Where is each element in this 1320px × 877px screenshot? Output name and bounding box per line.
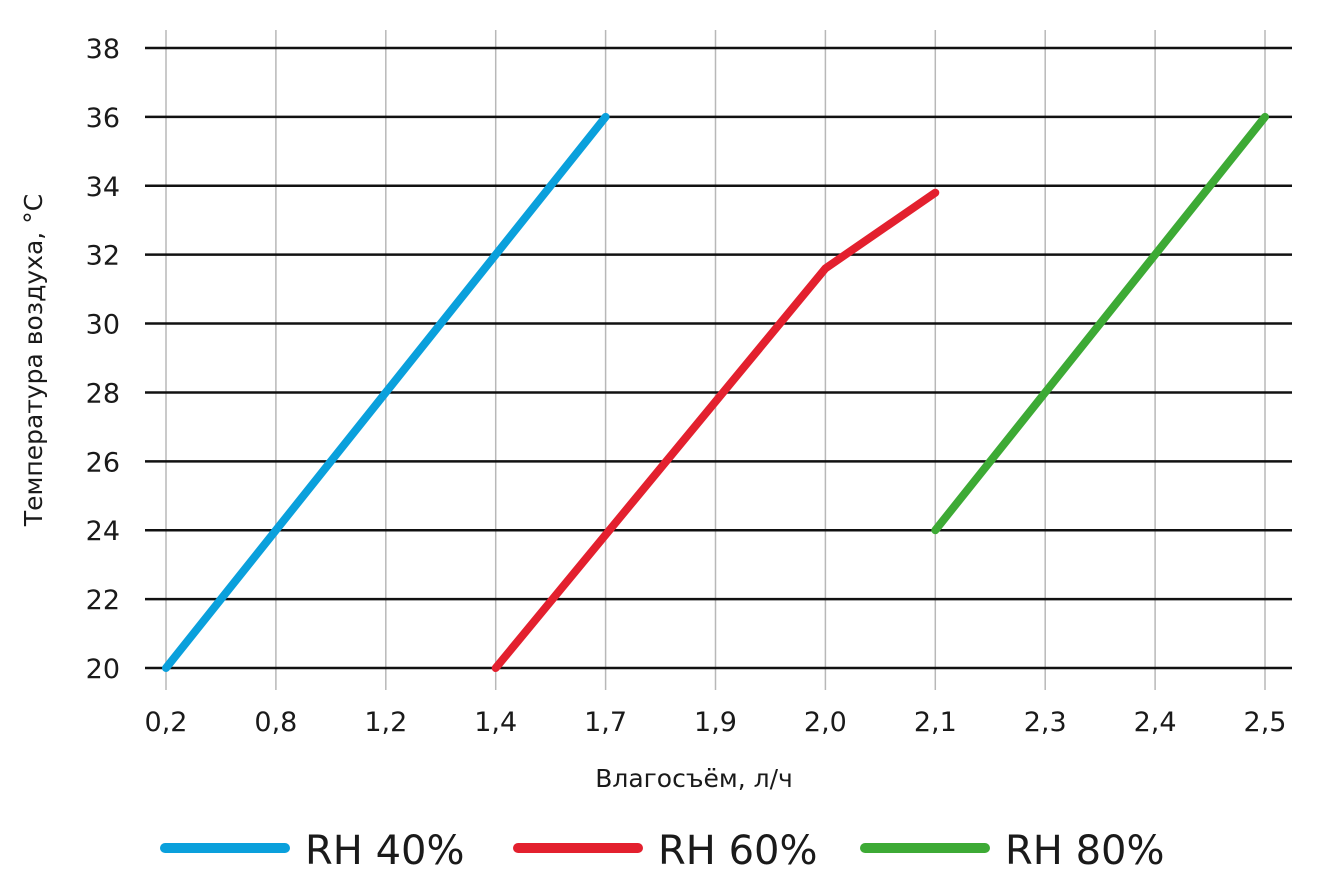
y-axis-label: Температура воздуха, °C: [19, 194, 48, 527]
series-line: [491, 188, 940, 672]
series-line: [162, 112, 610, 672]
y-tick-label: 28: [86, 378, 120, 409]
x-tick-label: 1,9: [694, 707, 737, 738]
x-tick-label: 2,1: [914, 707, 957, 738]
y-tick-label: 24: [86, 516, 120, 547]
vertical-gridlines: [165, 30, 1266, 690]
x-tick-label: 2,4: [1134, 707, 1177, 738]
series-line: [931, 112, 1269, 535]
y-axis-ticks: 20 22 24 26 28 30 32 34 36 38: [86, 34, 120, 685]
legend-label: RH 40%: [305, 828, 465, 874]
y-tick-label: 36: [86, 103, 120, 134]
x-axis-ticks: 0,2 0,8 1,2 1,4 1,7 1,9 2,0 2,1 2,3 2,4 2,5: [145, 707, 1287, 738]
y-tick-label: 22: [86, 585, 120, 616]
x-tick-label: 1,4: [474, 707, 517, 738]
x-tick-label: 2,3: [1024, 707, 1067, 738]
x-tick-label: 0,2: [145, 707, 188, 738]
series-lines: [162, 112, 1269, 672]
legend: RH 40% RH 60% RH 80%: [160, 828, 1165, 874]
y-tick-label: 34: [86, 172, 120, 203]
x-tick-label: 1,7: [584, 707, 627, 738]
x-tick-label: 2,5: [1244, 707, 1287, 738]
y-tick-label: 30: [86, 310, 120, 341]
legend-label: RH 60%: [658, 828, 818, 874]
x-tick-label: 2,0: [804, 707, 847, 738]
legend-label: RH 80%: [1005, 828, 1165, 874]
y-tick-label: 38: [86, 34, 120, 65]
x-axis-label: Влагосъём, л/ч: [595, 764, 793, 793]
horizontal-gridlines: [145, 46, 1292, 670]
x-tick-label: 0,8: [254, 707, 297, 738]
y-tick-label: 26: [86, 447, 120, 478]
x-tick-label: 1,2: [364, 707, 407, 738]
y-tick-label: 32: [86, 241, 120, 272]
y-tick-label: 20: [86, 654, 120, 685]
